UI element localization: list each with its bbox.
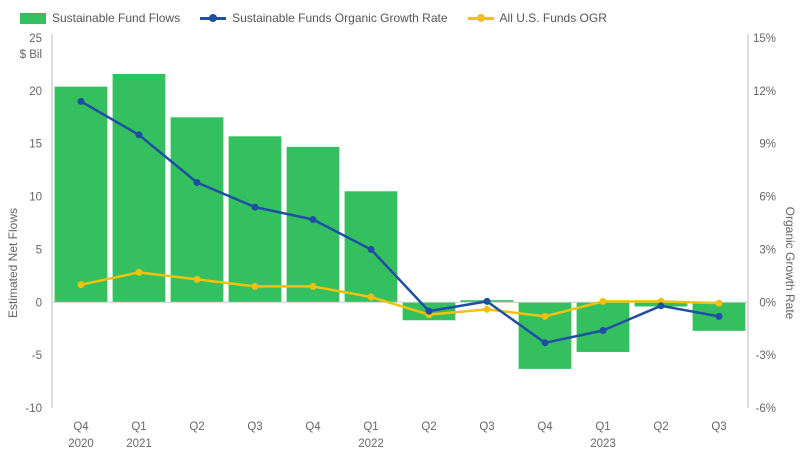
flow-bar <box>228 136 282 303</box>
x-tick-label: Q3 <box>711 421 726 433</box>
sustainable-ogr-point <box>599 326 607 334</box>
sustainable-ogr-point <box>715 312 723 320</box>
sustainable-ogr-point <box>367 245 375 253</box>
x-tick-label: Q4 <box>305 421 321 433</box>
sustainable-ogr-point <box>541 339 549 347</box>
all-funds-ogr-point <box>715 299 723 307</box>
all-funds-ogr-point <box>309 282 317 290</box>
x-year-label: 2020 <box>68 438 94 450</box>
y-right-tick-label: 0% <box>759 297 776 309</box>
x-tick-label: Q2 <box>653 421 668 433</box>
legend-label-sustainable-ogr: Sustainable Funds Organic Growth Rate <box>232 11 448 25</box>
sustainable-ogr-line <box>80 100 720 345</box>
flow-bar <box>286 146 340 303</box>
y-left-axis-title: Estimated Net Flows <box>6 208 20 318</box>
all-funds-ogr-point <box>193 275 201 283</box>
y-right-tick-label: 6% <box>759 192 776 204</box>
legend-item-flows: Sustainable Fund Flows <box>20 11 180 25</box>
legend: Sustainable Fund Flows Sustainable Funds… <box>20 8 627 28</box>
sustainable-ogr-point <box>77 97 85 105</box>
x-tick-label: Q2 <box>189 421 204 433</box>
y-left-tick-label: 5 <box>36 244 42 256</box>
legend-label-all-funds-ogr: All U.S. Funds OGR <box>499 11 607 25</box>
x-year-label: 2023 <box>590 438 616 450</box>
legend-item-sustainable-ogr: Sustainable Funds Organic Growth Rate <box>200 11 448 25</box>
y-left-tick-label: 25 <box>29 33 42 45</box>
legend-swatch-all-funds-ogr <box>467 13 494 24</box>
all-funds-ogr-point <box>77 281 85 289</box>
y-right-axis-title: Organic Growth Rate <box>783 207 797 320</box>
y-left-tick-label: -5 <box>32 350 42 362</box>
y-left-unit-label: $ Bil <box>20 49 42 61</box>
y-left-tick-label: 0 <box>36 297 42 309</box>
x-year-label: 2022 <box>358 438 384 450</box>
all-funds-ogr-point <box>367 293 375 301</box>
y-right-tick-label: 9% <box>759 139 776 151</box>
all-funds-ogr-point <box>483 305 491 313</box>
all-funds-ogr-point <box>135 268 143 276</box>
x-tick-label: Q3 <box>247 421 262 433</box>
legend-item-all-funds-ogr: All U.S. Funds OGR <box>467 11 607 25</box>
x-tick-label: Q4 <box>537 421 553 433</box>
x-year-label: 2021 <box>126 438 152 450</box>
y-left-tick-label: 15 <box>29 139 42 151</box>
all-funds-ogr-line <box>80 271 720 318</box>
sustainable-ogr-point <box>251 203 259 211</box>
y-left-tick-label: -10 <box>25 403 42 415</box>
sustainable-ogr-point <box>657 302 665 310</box>
y-right-tick-label: 12% <box>753 86 776 98</box>
sustainable-ogr-point <box>193 178 201 186</box>
legend-label-flows: Sustainable Fund Flows <box>52 11 181 25</box>
sustainable-ogr-point <box>135 131 143 139</box>
sustainable-ogr-point <box>483 297 491 305</box>
x-tick-label: Q1 <box>363 421 378 433</box>
y-right-tick-label: 3% <box>759 244 776 256</box>
x-tick-label: Q4 <box>73 421 89 433</box>
y-right-tick-label: -6% <box>756 403 776 415</box>
y-right-tick-label: -3% <box>756 350 776 362</box>
flow-bar <box>112 73 166 303</box>
y-left-tick-label: 20 <box>29 86 42 98</box>
y-left-tick-label: 10 <box>29 192 42 204</box>
legend-swatch-sustainable-ogr <box>200 13 227 24</box>
sustainable-ogr-point <box>425 307 433 315</box>
all-funds-ogr-point <box>251 282 259 290</box>
y-right-tick-label: 15% <box>753 33 776 45</box>
legend-swatch-flows <box>20 12 46 24</box>
x-tick-label: Q1 <box>595 421 610 433</box>
all-funds-ogr-point <box>541 312 549 320</box>
flow-bar <box>170 117 224 303</box>
x-tick-label: Q1 <box>131 421 146 433</box>
sustainable-ogr-point <box>309 215 317 223</box>
x-tick-label: Q2 <box>421 421 436 433</box>
all-funds-ogr-point <box>599 297 607 305</box>
flow-bar <box>54 86 108 303</box>
x-tick-label: Q3 <box>479 421 494 433</box>
